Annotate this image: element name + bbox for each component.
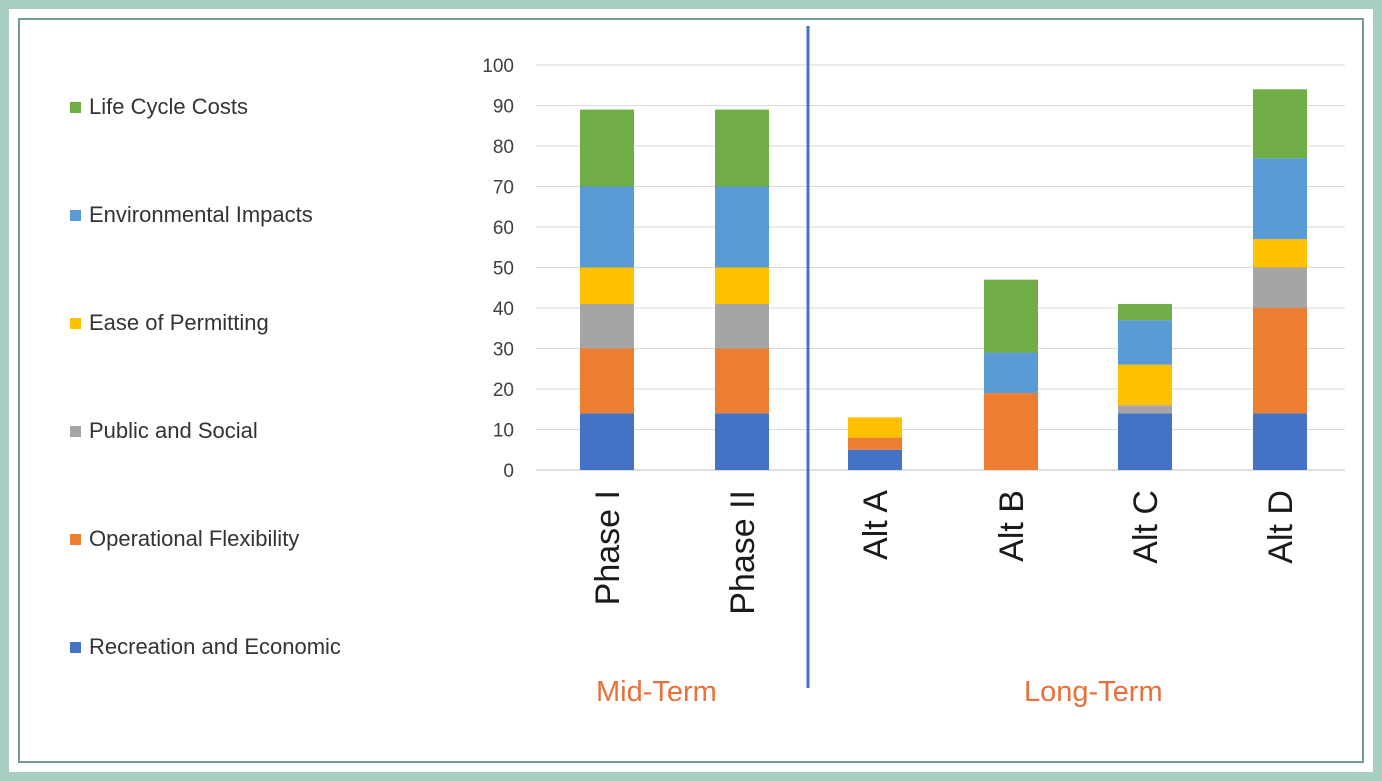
legend-swatch <box>70 209 81 221</box>
bar-segment <box>1253 267 1307 308</box>
bar-segment <box>715 413 769 470</box>
y-tick-label: 0 <box>503 461 514 482</box>
bar-segment <box>715 303 769 349</box>
bar-segment <box>1253 413 1307 470</box>
legend-item: Environmental Impacts <box>70 200 313 230</box>
bar-segment <box>580 267 634 304</box>
y-tick-label: 40 <box>493 299 514 320</box>
legend-item: Public and Social <box>70 416 258 446</box>
bar-segment <box>580 348 634 414</box>
legend-item: Ease of Permitting <box>70 308 269 338</box>
legend-label: Ease of Permitting <box>89 310 269 335</box>
y-tick-label: 80 <box>493 137 514 158</box>
legend-swatch <box>70 101 81 113</box>
legend-label: Life Cycle Costs <box>89 94 248 119</box>
bar-segment <box>580 413 634 470</box>
group-label-mid-term: Mid-Term <box>596 676 717 708</box>
y-tick-label: 90 <box>493 97 514 118</box>
bar-segment <box>1118 405 1172 414</box>
y-tick-label: 60 <box>493 218 514 239</box>
legend-swatch <box>70 425 81 437</box>
bar-segment <box>1253 239 1307 268</box>
legend-label: Environmental Impacts <box>89 202 313 227</box>
group-label-long-term: Long-Term <box>1024 676 1163 708</box>
bar-segment <box>1118 303 1172 321</box>
bar-segment <box>715 267 769 304</box>
bar-segment <box>984 352 1038 394</box>
bar-segment <box>580 186 634 268</box>
bar-segment <box>715 109 769 187</box>
x-tick-label: Alt D <box>1262 490 1300 564</box>
bar-segment <box>1118 364 1172 406</box>
bar-segment <box>715 348 769 414</box>
bar-segment <box>580 109 634 187</box>
bar-segment <box>848 449 902 470</box>
bar-segment <box>1253 158 1307 240</box>
legend-item: Recreation and Economic <box>70 632 341 662</box>
y-tick-label: 50 <box>493 259 514 280</box>
bar-segment <box>1118 320 1172 365</box>
legend-swatch <box>70 533 81 545</box>
bar-segment <box>580 303 634 349</box>
bar-segment <box>1253 89 1307 159</box>
legend-item: Operational Flexibility <box>70 524 299 554</box>
legend-label: Recreation and Economic <box>89 634 341 659</box>
bar-segment <box>848 437 902 450</box>
bar-segment <box>1118 413 1172 470</box>
x-tick-label: Phase I <box>589 490 627 605</box>
x-tick-label: Alt A <box>857 490 895 560</box>
legend-label: Operational Flexibility <box>89 526 300 551</box>
x-tick-label: Alt C <box>1127 490 1165 564</box>
legend-swatch <box>70 317 81 329</box>
y-tick-label: 10 <box>493 421 514 442</box>
y-tick-label: 70 <box>493 178 514 199</box>
legend-swatch <box>70 641 81 653</box>
bar-segment <box>715 186 769 268</box>
bar-segment <box>984 279 1038 353</box>
bar-segment <box>984 393 1038 470</box>
y-tick-label: 20 <box>493 380 514 401</box>
legend-label: Public and Social <box>89 418 258 443</box>
y-tick-label: 30 <box>493 340 514 361</box>
y-tick-label: 100 <box>482 56 514 77</box>
chart-frame-inner <box>18 18 1364 763</box>
bar-segment <box>848 417 902 438</box>
x-tick-label: Phase II <box>724 490 762 615</box>
x-tick-label: Alt B <box>993 490 1031 562</box>
bar-segment <box>1253 308 1307 414</box>
legend-item: Life Cycle Costs <box>70 92 248 122</box>
